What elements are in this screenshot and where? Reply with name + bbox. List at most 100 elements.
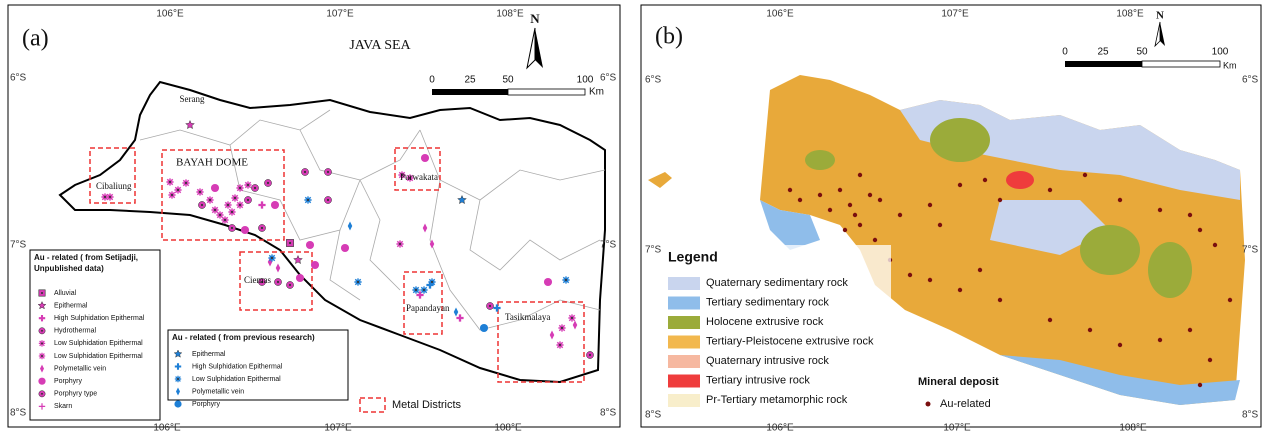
symbol xyxy=(254,187,256,189)
place-label: BAYAH DOME xyxy=(176,157,248,169)
place-label: Tasikmalaya xyxy=(505,312,550,322)
symbol xyxy=(177,189,179,191)
deposit-dot xyxy=(1213,243,1217,247)
place-label: Ciemas xyxy=(244,275,271,285)
legend-label: Low Sulphidation Epithermal xyxy=(192,376,281,383)
holocene-area xyxy=(1148,242,1192,298)
symbol xyxy=(561,327,563,329)
scale-unit: Km xyxy=(1223,60,1237,70)
legend-swatch xyxy=(668,355,700,368)
symbol xyxy=(277,281,279,283)
deposit-dot xyxy=(978,268,982,272)
symbol xyxy=(211,184,219,192)
deposit-dot xyxy=(843,228,847,232)
deposit-dot xyxy=(1228,298,1232,302)
deposit-dot xyxy=(1208,358,1212,362)
symbol xyxy=(41,393,43,395)
symbol xyxy=(415,289,417,291)
lon-label: 108°E xyxy=(494,423,522,434)
lat-label: 6°S xyxy=(1242,75,1259,86)
symbol xyxy=(565,279,567,281)
legend-swatch xyxy=(668,336,700,349)
deposit-dot xyxy=(1083,173,1087,177)
legend-label: Quaternary intrusive rock xyxy=(706,355,829,367)
deposit-dot xyxy=(1118,343,1122,347)
symbol xyxy=(571,317,573,319)
deposit-dot xyxy=(983,178,987,182)
legend-label: Low Sulphidation Epithermal xyxy=(54,340,143,347)
deposit-dot xyxy=(868,193,872,197)
scale-label: 0 xyxy=(429,75,435,86)
deposit-dot xyxy=(873,238,877,242)
symbol xyxy=(307,199,309,201)
lat-label: 8°S xyxy=(645,410,662,421)
lon-label: 107°E xyxy=(324,423,352,434)
legend-label: Tertiary intrusive rock xyxy=(706,374,810,386)
legend-title: Unpublished data) xyxy=(34,264,104,273)
symbol xyxy=(431,281,433,283)
symbol xyxy=(38,378,45,385)
symbol xyxy=(41,342,43,344)
figure: (a) JAVA SEA N 0 25 50 100 Km Serang BAY… xyxy=(0,0,1266,436)
scale-label: 50 xyxy=(502,75,514,86)
legend-label: Tertiary-Pleistocene extrusive rock xyxy=(706,335,874,347)
panel-label: (a) xyxy=(22,26,49,52)
lat-label: 8°S xyxy=(600,408,617,419)
symbol xyxy=(327,199,329,201)
legend-label: Porphyry type xyxy=(54,391,97,398)
legend-label: Epithermal xyxy=(192,351,226,358)
symbol xyxy=(247,199,249,201)
deposit-dot xyxy=(1048,318,1052,322)
deposit-dot xyxy=(1198,228,1202,232)
place-label: Purwakata xyxy=(400,172,438,182)
legend-label: Porphyry xyxy=(192,401,221,408)
symbol xyxy=(41,330,43,332)
symbol xyxy=(399,243,401,245)
symbol xyxy=(214,209,216,211)
lat-label: 7°S xyxy=(645,245,662,256)
legend-label: Skarn xyxy=(54,403,72,410)
symbol xyxy=(247,184,249,186)
symbol xyxy=(241,226,249,234)
symbol xyxy=(341,244,349,252)
deposit-dot xyxy=(858,223,862,227)
symbol xyxy=(201,204,203,206)
districts-label: Metal Districts xyxy=(392,399,462,411)
symbol xyxy=(311,261,319,269)
scale-label: 100 xyxy=(577,75,594,86)
legend-label: Tertiary sedimentary rock xyxy=(706,296,829,308)
lon-label: 107°E xyxy=(943,423,971,434)
symbol xyxy=(271,201,279,209)
lon-label: 106°E xyxy=(156,9,184,20)
deposit-dot xyxy=(1048,188,1052,192)
symbol xyxy=(239,204,241,206)
symbol xyxy=(289,242,291,244)
deposit-dot xyxy=(998,298,1002,302)
scale-label: 25 xyxy=(1097,47,1109,58)
lon-label: 106°E xyxy=(766,423,794,434)
symbol xyxy=(185,182,187,184)
symbol xyxy=(177,378,179,380)
scale-bar xyxy=(432,89,508,95)
deposit-dot xyxy=(1158,208,1162,212)
legend-swatch xyxy=(668,297,700,310)
north-label: N xyxy=(530,11,540,26)
deposit-dot xyxy=(1188,328,1192,332)
symbol xyxy=(209,199,211,201)
holocene-area xyxy=(930,118,990,162)
symbol xyxy=(199,191,201,193)
deposit-dot xyxy=(853,213,857,217)
symbol xyxy=(304,171,306,173)
symbol xyxy=(306,241,314,249)
legend-label: Alluvial xyxy=(54,290,77,297)
symbol xyxy=(224,219,226,221)
legend-label: Low Sulphidation Epithermal xyxy=(54,353,143,360)
deposit-dot xyxy=(898,213,902,217)
deposit-dot xyxy=(908,273,912,277)
lat-label: 8°S xyxy=(1242,410,1259,421)
lat-label: 6°S xyxy=(645,75,662,86)
legend-label: Porphyry xyxy=(54,378,83,385)
symbol xyxy=(296,274,304,282)
deposit-dot xyxy=(818,193,822,197)
deposit-dot xyxy=(958,183,962,187)
